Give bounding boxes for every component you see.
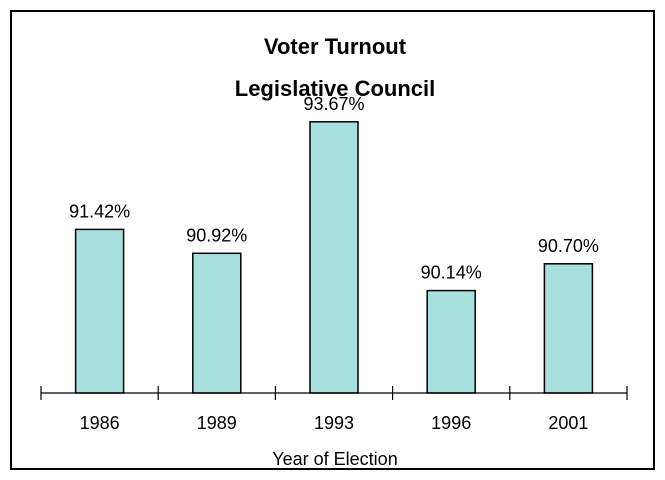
- bar-1996: [426, 289, 476, 394]
- data-label-1996: 90.14%: [421, 263, 482, 283]
- bar-1989: [192, 252, 242, 394]
- bar-1993: [309, 121, 359, 394]
- data-label-2001: 90.70%: [538, 236, 599, 256]
- data-label-1986: 91.42%: [69, 201, 130, 221]
- x-tick-label-1993: 1993: [314, 413, 354, 433]
- data-label-1993: 93.67%: [303, 94, 364, 114]
- x-axis-title: Year of Election: [272, 449, 397, 469]
- x-tick-label-1989: 1989: [197, 413, 237, 433]
- bar-2001: [543, 263, 594, 394]
- x-tick-label-1986: 1986: [80, 413, 120, 433]
- x-tick-label-1996: 1996: [431, 413, 471, 433]
- x-axis-tick-labels: 1986 1989 1993 1996 2001: [80, 413, 589, 433]
- chart-title-line-1: Voter Turnout: [264, 34, 407, 59]
- chart-title-line-2: Legislative Council: [235, 76, 436, 101]
- x-axis-ticks: [40, 386, 628, 400]
- bars-group: [74, 121, 594, 394]
- x-tick-label-2001: 2001: [548, 413, 588, 433]
- data-labels-group: 91.42% 90.92% 93.67% 90.14% 90.70%: [69, 94, 599, 283]
- data-label-1989: 90.92%: [186, 225, 247, 245]
- bar-1986: [74, 228, 125, 394]
